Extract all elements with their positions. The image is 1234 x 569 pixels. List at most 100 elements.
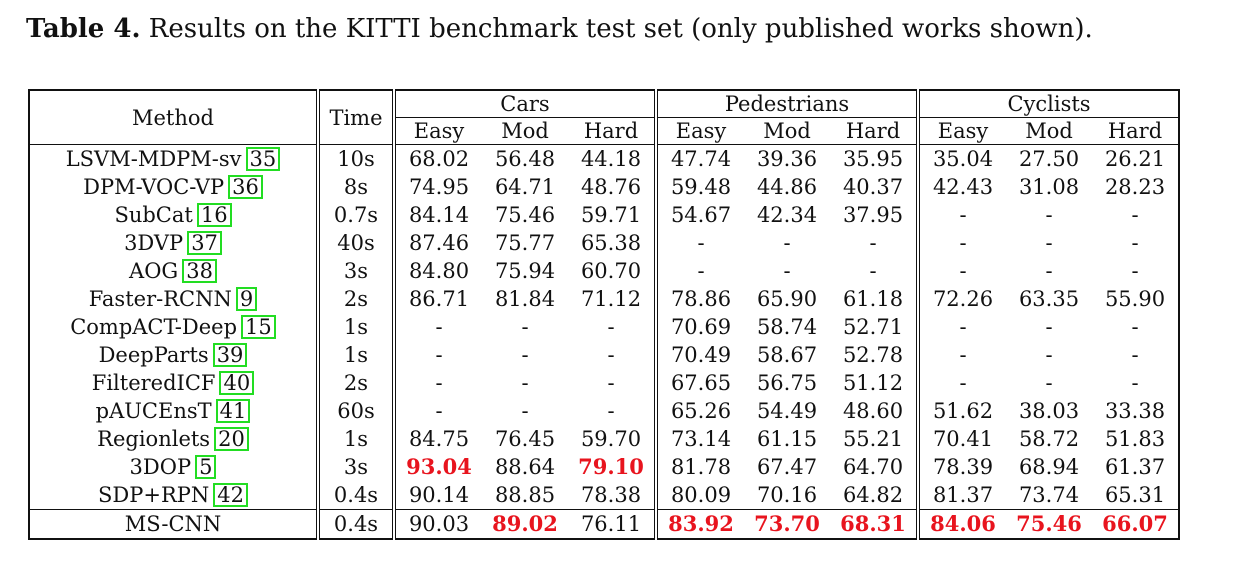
method-cell: Regionlets 20 (29, 425, 320, 453)
value-cell: - (783, 259, 791, 283)
citation-link[interactable]: 35 (245, 147, 281, 171)
method-cell: AOG 38 (29, 257, 320, 285)
method-cell: Faster-RCNN 9 (29, 285, 320, 313)
value-cell: 68.31 (830, 509, 918, 539)
value-cell: - (607, 315, 615, 339)
citation-link[interactable]: 16 (196, 203, 232, 227)
value-cell: 66.07 (1092, 509, 1179, 539)
value-cell: 81.78 (654, 453, 744, 481)
value-cell: 84.75 (408, 427, 470, 451)
value-cell: 65.38 (580, 231, 642, 255)
value-cell: - (435, 343, 443, 367)
citation-link[interactable]: 39 (212, 343, 248, 367)
method-cell: 3DVP 37 (29, 229, 320, 257)
value-cell: 52.78 (842, 343, 904, 367)
value-cell: - (435, 371, 443, 395)
value-cell: 75.94 (494, 259, 556, 283)
time-cell: 60s (318, 397, 396, 425)
value-cell: 31.08 (1018, 175, 1080, 199)
value-cell: 44.86 (756, 175, 818, 199)
time-cell: 2s (318, 369, 396, 397)
value-cell: 84.06 (916, 509, 1006, 539)
citation-link[interactable]: 5 (195, 455, 217, 479)
citation-link[interactable]: 37 (187, 231, 222, 255)
citation-link[interactable]: 41 (215, 399, 251, 423)
time-cell: 0.4s (318, 509, 396, 539)
value-cell: 63.35 (1018, 287, 1080, 311)
table-row: DPM-VOC-VP 36 8s 74.95 64.71 48.76 59.48 44.86 4… (29, 173, 1179, 201)
value-cell: 76.45 (494, 427, 556, 451)
value-cell: 70.16 (756, 483, 818, 507)
value-cell: 88.64 (494, 455, 556, 479)
table-row: SDP+RPN 42 0.4s 90.14 88.85 78.38 80.09 70.16 64… (29, 481, 1179, 510)
header-sub-mod: Mod (482, 117, 568, 145)
table-row: LSVM-MDPM-sv 35 10s 68.02 56.48 44.18 47.74 39.… (29, 144, 1179, 173)
citation-link[interactable]: 42 (213, 483, 248, 507)
header-group-cyclists: Cyclists (916, 90, 1179, 118)
method-name: SDP+RPN (98, 483, 210, 507)
value-cell: - (1045, 259, 1053, 283)
value-cell: 65.90 (756, 287, 818, 311)
value-cell: - (1045, 371, 1053, 395)
value-cell: 81.37 (916, 481, 1006, 510)
value-cell: 65.26 (654, 397, 744, 425)
value-cell: 61.37 (1104, 455, 1166, 479)
value-cell: 52.71 (842, 315, 904, 339)
value-cell: 73.14 (654, 425, 744, 453)
value-cell: 70.41 (916, 425, 1006, 453)
time-cell: 40s (318, 229, 396, 257)
value-cell: 75.46 (1006, 509, 1092, 539)
time-cell: 2s (318, 285, 396, 313)
time-cell: 10s (318, 144, 396, 173)
method-name: DPM-VOC-VP (83, 175, 225, 199)
value-cell: 64.82 (842, 483, 904, 507)
value-cell: 65.31 (1104, 483, 1166, 507)
value-cell: 88.85 (494, 483, 556, 507)
method-cell: FilteredICF 40 (29, 369, 320, 397)
value-cell: - (1131, 343, 1139, 367)
time-cell: 3s (318, 257, 396, 285)
caption-text: Results on the KITTI benchmark test set … (148, 14, 1093, 44)
table-row: SubCat 16 0.7s 84.14 75.46 59.71 54.67 42.34 37.… (29, 201, 1179, 229)
value-cell: - (1045, 315, 1053, 339)
table-row-ours: MS-CNN 0.4s 90.03 89.02 76.11 83.92 73.70 68.31… (29, 509, 1179, 539)
value-cell: 47.74 (654, 144, 744, 173)
header-sub-hard: Hard (1092, 117, 1179, 145)
value-cell: 78.38 (580, 483, 642, 507)
value-cell: 61.18 (842, 287, 904, 311)
table-row: FilteredICF 40 2s - - -67.65 56.75 51.12- - - (29, 369, 1179, 397)
value-cell: 59.48 (654, 173, 744, 201)
value-cell: 75.77 (494, 231, 556, 255)
value-cell: 37.95 (842, 203, 904, 227)
value-cell: 55.21 (842, 427, 904, 451)
table-caption: Table 4. Results on the KITTI benchmark … (26, 14, 1093, 44)
method-name: pAUCEnsT (95, 399, 212, 423)
value-cell: - (1131, 259, 1139, 283)
value-cell: 56.48 (494, 147, 556, 171)
value-cell: - (1131, 315, 1139, 339)
value-cell: 78.39 (916, 453, 1006, 481)
value-cell: - (916, 341, 1006, 369)
citation-link[interactable]: 15 (241, 315, 276, 339)
citation-link[interactable]: 20 (214, 427, 249, 451)
value-cell: 68.94 (1018, 455, 1080, 479)
value-cell: 35.04 (916, 144, 1006, 173)
method-name: FilteredICF (91, 371, 216, 395)
value-cell: 90.14 (408, 483, 470, 507)
header-row-subcols: Easy Mod Hard Easy Mod Hard Easy Mod Har… (29, 117, 1179, 145)
value-cell: 87.46 (408, 231, 470, 255)
citation-link[interactable]: 9 (235, 287, 258, 311)
citation-link[interactable]: 40 (219, 371, 255, 395)
time-cell: 3s (318, 453, 396, 481)
method-name: MS-CNN (124, 512, 222, 536)
value-cell: 80.09 (654, 481, 744, 510)
value-cell: - (1131, 371, 1139, 395)
header-sub-mod: Mod (744, 117, 830, 145)
citation-link[interactable]: 36 (228, 175, 263, 199)
value-cell: 73.74 (1018, 483, 1080, 507)
citation-link[interactable]: 38 (182, 259, 217, 283)
method-cell: SubCat 16 (29, 201, 320, 229)
value-cell: 48.60 (842, 399, 904, 423)
method-name: AOG (129, 259, 179, 283)
value-cell: 51.12 (842, 371, 904, 395)
